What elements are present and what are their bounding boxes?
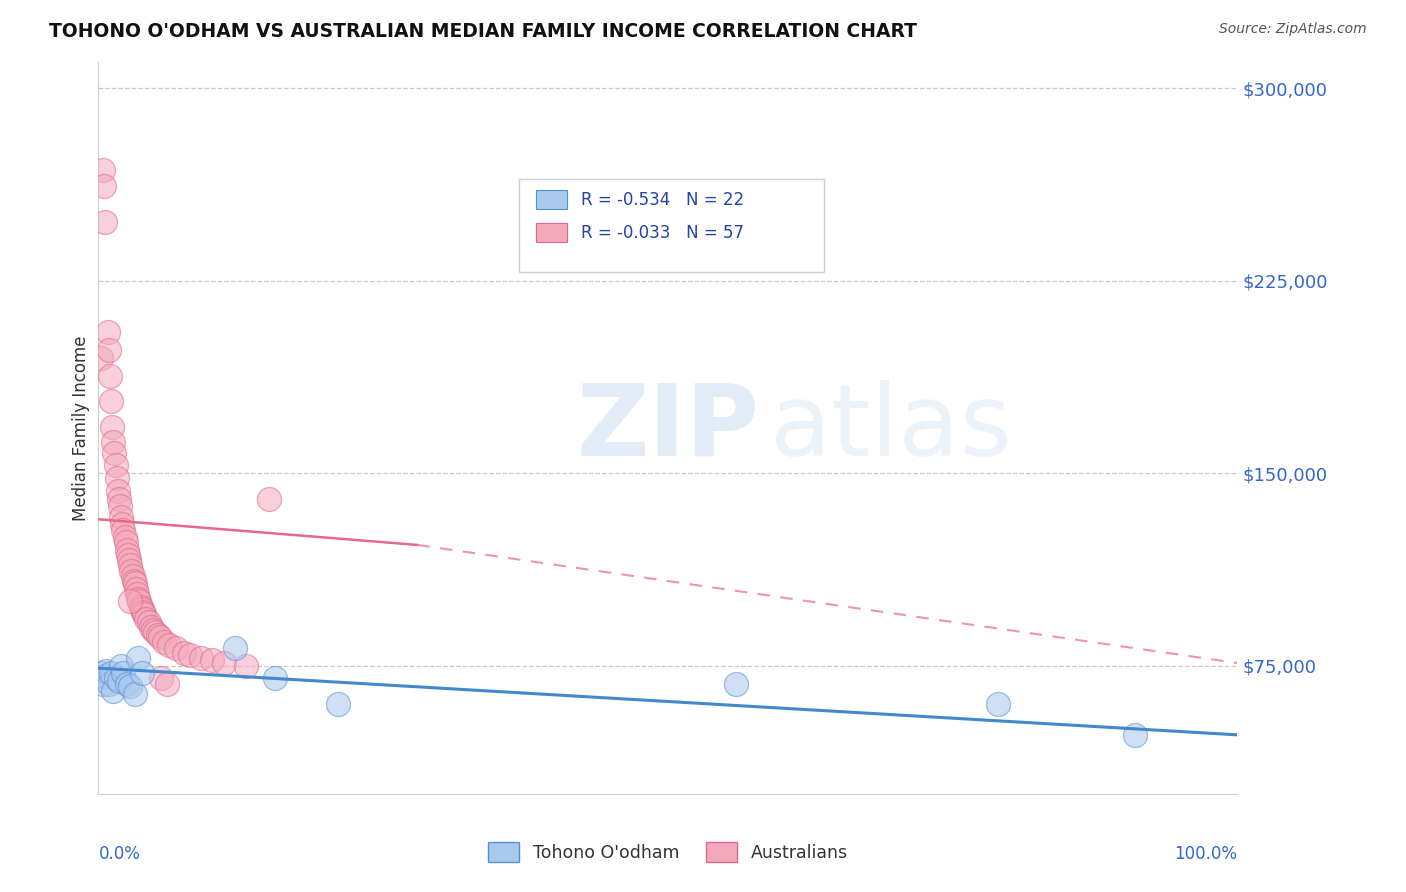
Point [139,620,162,634]
Point [96,664,118,678]
Point [118,553,141,567]
Point [90,351,112,365]
Point [156,676,179,690]
Point [173,646,195,660]
Point [100,394,122,409]
Text: TOHONO O'ODHAM VS AUSTRALIAN MEDIAN FAMILY INCOME CORRELATION CHART: TOHONO O'ODHAM VS AUSTRALIAN MEDIAN FAMI… [49,22,917,41]
Point [146,628,169,642]
Point [114,530,136,544]
Point [108,500,131,514]
Point [127,587,149,601]
Point [120,564,142,578]
Point [212,656,235,670]
Point [264,672,287,686]
Point [153,635,176,649]
Point [91,676,114,690]
Point [107,483,129,498]
Point [111,517,134,532]
Point [105,471,128,485]
Point [138,615,160,629]
Point [103,445,125,459]
Text: R = -0.033   N = 57: R = -0.033 N = 57 [581,224,744,242]
Text: Source: ZipAtlas.com: Source: ZipAtlas.com [1219,22,1367,37]
Point [91,163,114,178]
Point [326,697,349,711]
Point [128,594,150,608]
Point [122,574,145,588]
Legend: Tohono O'odham, Australians: Tohono O'odham, Australians [481,836,855,870]
Text: ZIP: ZIP [576,380,759,476]
Point [115,676,138,690]
Point [987,697,1010,711]
Point [112,523,135,537]
Point [129,599,152,614]
Point [112,666,135,681]
Point [157,638,180,652]
Point [725,676,748,690]
Point [110,509,132,524]
Point [235,658,257,673]
Point [108,491,131,506]
Point [124,576,146,591]
Point [94,214,117,228]
Point [127,591,149,606]
Point [104,672,127,686]
Point [97,676,120,690]
Point [124,687,146,701]
Point [135,612,157,626]
Point [104,458,127,473]
Point [98,368,121,383]
Point [127,651,149,665]
Point [115,543,138,558]
Point [224,640,246,655]
Point [93,669,115,683]
Text: R = -0.534   N = 22: R = -0.534 N = 22 [581,191,744,209]
Point [103,684,125,698]
Point [190,651,212,665]
Point [117,548,139,562]
Point [120,679,142,693]
Point [125,582,148,596]
Text: 100.0%: 100.0% [1174,845,1237,863]
Point [120,558,142,573]
Point [201,653,224,667]
Y-axis label: Median Family Income: Median Family Income [72,335,90,521]
Point [179,648,201,663]
Point [259,491,281,506]
Point [165,640,187,655]
Point [142,623,165,637]
Point [149,630,172,644]
Point [110,658,132,673]
Point [132,607,155,622]
Text: atlas: atlas [770,380,1012,476]
Point [114,535,136,549]
Point [120,594,142,608]
Point [150,672,173,686]
Point [131,666,153,681]
Point [93,178,115,193]
Point [97,343,120,357]
Point [131,602,153,616]
Point [90,666,112,681]
Text: 0.0%: 0.0% [98,845,141,863]
Point [96,325,118,339]
Point [108,673,131,688]
Point [100,666,122,681]
Point [1123,728,1146,742]
Point [103,435,125,450]
Point [132,605,155,619]
Point [121,568,143,582]
Point [101,420,124,434]
Point [145,625,167,640]
